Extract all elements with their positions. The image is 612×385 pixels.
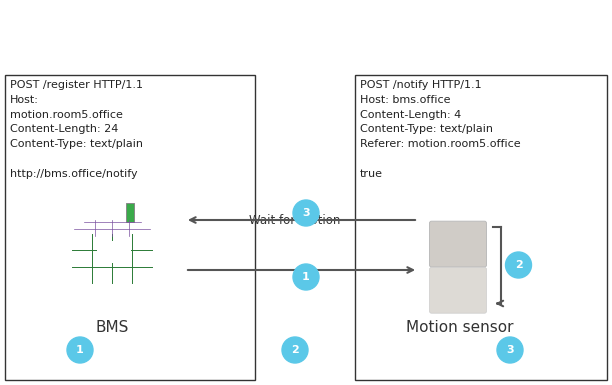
Text: Motion sensor: Motion sensor (406, 320, 513, 335)
FancyBboxPatch shape (430, 268, 487, 313)
Text: POST /register HTTP/1.1
Host:
motion.room5.office
Content-Length: 24
Content-Typ: POST /register HTTP/1.1 Host: motion.roo… (10, 80, 143, 179)
Text: POST /notify HTTP/1.1
Host: bms.office
Content-Length: 4
Content-Type: text/plai: POST /notify HTTP/1.1 Host: bms.office C… (360, 80, 521, 179)
FancyBboxPatch shape (5, 75, 255, 380)
Text: 3: 3 (302, 208, 310, 218)
Text: 1: 1 (302, 272, 310, 282)
Text: 3: 3 (506, 345, 514, 355)
Text: BMS: BMS (95, 320, 129, 335)
Circle shape (67, 337, 93, 363)
FancyBboxPatch shape (105, 247, 124, 257)
FancyBboxPatch shape (72, 234, 152, 283)
Text: Wait for motion: Wait for motion (249, 214, 341, 226)
Polygon shape (64, 206, 160, 236)
Circle shape (497, 337, 523, 363)
Circle shape (506, 252, 531, 278)
Text: 2: 2 (291, 345, 299, 355)
FancyBboxPatch shape (430, 221, 487, 267)
Text: 1: 1 (76, 345, 84, 355)
Circle shape (293, 264, 319, 290)
Circle shape (293, 200, 319, 226)
Text: 2: 2 (515, 260, 523, 270)
FancyBboxPatch shape (97, 249, 105, 255)
FancyBboxPatch shape (355, 75, 607, 380)
FancyBboxPatch shape (422, 206, 494, 324)
FancyBboxPatch shape (122, 249, 131, 255)
FancyBboxPatch shape (110, 257, 118, 263)
FancyBboxPatch shape (110, 241, 118, 247)
FancyBboxPatch shape (126, 204, 134, 223)
Circle shape (282, 337, 308, 363)
